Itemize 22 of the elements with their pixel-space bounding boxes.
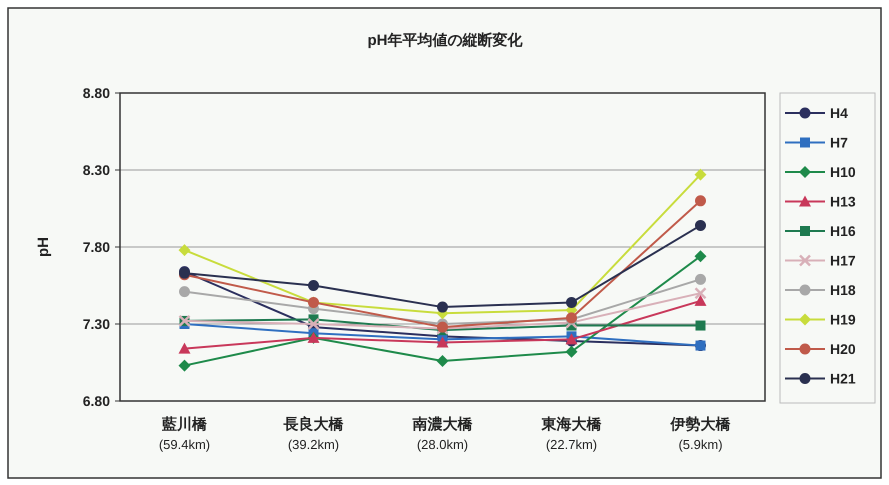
legend-label: H19	[830, 312, 856, 328]
legend-label: H16	[830, 223, 856, 239]
legend-label: H17	[830, 252, 856, 268]
y-tick-label: 8.80	[82, 85, 110, 101]
legend-label: H4	[830, 105, 848, 121]
legend-label: H10	[830, 164, 856, 180]
legend-label: H20	[830, 341, 856, 357]
x-tick-label: 藍川橋 (59.4km)	[158, 416, 210, 452]
x-tick-label: 東海大橋 (22.7km)	[540, 416, 602, 452]
y-tick-label: 8.30	[82, 162, 110, 178]
y-tick-label: 7.80	[82, 239, 110, 255]
chart-title: pH年平均値の縦断変化	[368, 31, 524, 49]
y-tick-label: 6.80	[82, 393, 110, 409]
x-tick-label: 長良大橋 (39.2km)	[282, 415, 344, 452]
y-tick-label: 7.30	[82, 316, 110, 332]
x-tick-label: 南濃大橋 (28.0km)	[412, 416, 474, 452]
legend-label: H13	[830, 194, 856, 210]
legend-label: H21	[830, 370, 856, 386]
x-tick-label: 伊勢大橋 (5.9km)	[670, 416, 732, 452]
y-axis-title: pH	[35, 237, 52, 257]
legend-label: H7	[830, 134, 848, 150]
legend-label: H18	[830, 282, 856, 298]
